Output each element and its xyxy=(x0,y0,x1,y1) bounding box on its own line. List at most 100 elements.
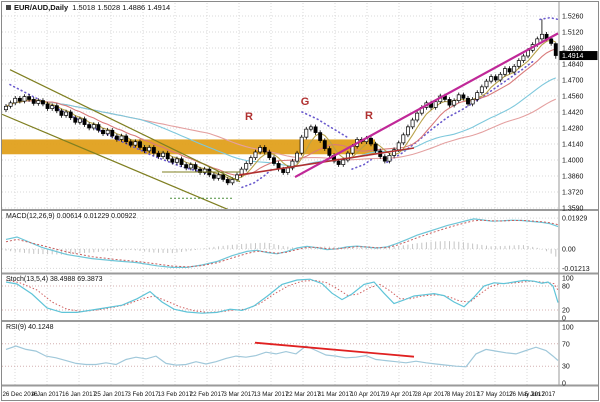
candle-bearish xyxy=(549,38,554,44)
candle-bearish xyxy=(461,94,466,99)
price-tick-label: 1.3720 xyxy=(562,190,584,197)
candle-bullish xyxy=(295,152,300,162)
rsi-tick-label: 30 xyxy=(562,364,570,371)
candle-bullish xyxy=(77,118,82,123)
trendlines xyxy=(2,32,559,211)
stoch-indicator-label: Stoch(13,5,4) 38.4988 69.3873 xyxy=(6,276,103,283)
candle-bearish xyxy=(193,164,198,170)
candle-bullish xyxy=(13,97,18,104)
candle-bearish xyxy=(82,118,87,125)
candle-bullish xyxy=(516,60,521,67)
candle-bearish xyxy=(124,135,129,143)
grid xyxy=(2,3,560,385)
candle-bullish xyxy=(235,174,239,180)
candle-bullish xyxy=(392,149,397,156)
candle-bullish xyxy=(253,151,258,159)
candle-bearish xyxy=(165,152,170,160)
rsi-panel[interactable] xyxy=(2,341,559,368)
candle-bullish xyxy=(285,167,290,173)
rsi-line xyxy=(5,345,559,368)
stoch-tick-label: 80 xyxy=(562,284,570,291)
sar-segment xyxy=(241,168,273,189)
panel-dividers xyxy=(2,2,598,387)
macd-panel[interactable] xyxy=(2,217,559,269)
stoch-panel[interactable] xyxy=(2,278,559,314)
candle-bullish xyxy=(512,65,517,73)
candle-bullish xyxy=(341,159,346,165)
candle-bullish xyxy=(64,111,69,116)
price-tick-label: 1.4280 xyxy=(562,126,584,133)
date-tick-label: 26 Dec 2016 xyxy=(2,391,38,398)
candle-bearish xyxy=(31,99,36,104)
price-tick-label: 1.4700 xyxy=(562,78,584,85)
candle-bullish xyxy=(174,158,179,163)
chart-title: EUR/AUD,Daily 1.5018 1.5028 1.4886 1.4914 xyxy=(6,4,170,12)
macd-indicator-label: MACD(12,26,9) 0.00614 0.01229 0.00922 xyxy=(6,213,137,220)
price-tick-label: 1.3860 xyxy=(562,174,584,181)
candle-bearish xyxy=(318,132,323,141)
channel-upper[interactable] xyxy=(9,69,241,183)
candle-bearish xyxy=(313,126,318,133)
chart-symbol-icon xyxy=(6,5,11,10)
date-tick-label: 5 Jun 2017 xyxy=(525,391,556,398)
price-tick-label: 1.4840 xyxy=(562,62,584,69)
price-axis[interactable]: 1.5260 1.5120 1.4980 1.4840 1.4700 1.4560 1.44… xyxy=(559,14,598,388)
candle-bearish xyxy=(170,158,175,163)
macd-tick-label: 0.00 xyxy=(562,247,576,254)
candle-bearish xyxy=(211,174,216,179)
candle-bearish xyxy=(507,68,512,73)
candle-bullish xyxy=(456,94,461,101)
channel-lower[interactable] xyxy=(2,113,231,211)
candle-bullish xyxy=(503,68,507,75)
stoch-tick-label: 100 xyxy=(562,276,574,283)
date-tick-label: 31 Mar 2017 xyxy=(318,391,353,398)
candlesticks[interactable] xyxy=(4,19,558,186)
candle-bearish xyxy=(142,147,147,152)
candle-bearish xyxy=(322,140,327,149)
candle-bullish xyxy=(22,96,27,102)
uptrend-magenta[interactable] xyxy=(294,32,559,178)
neckline-red[interactable] xyxy=(238,147,415,176)
candle-bearish xyxy=(41,100,45,105)
candle-bearish xyxy=(493,76,498,81)
sar-segment xyxy=(301,111,348,138)
candle-bullish xyxy=(401,134,406,144)
candle-bearish xyxy=(87,124,92,129)
rsi-indicator-label: RSI(9) 40.1248 xyxy=(6,324,54,331)
candle-bullish xyxy=(410,119,415,128)
ohlc-values: 1.5018 1.5028 1.4886 1.4914 xyxy=(72,3,171,12)
price-tick-label: 1.4140 xyxy=(562,142,584,149)
candle-bearish xyxy=(179,158,184,165)
candle-bullish xyxy=(230,179,235,184)
date-tick-label: 17 May 2017 xyxy=(477,391,513,398)
candle-bullish xyxy=(304,128,309,138)
candle-bullish xyxy=(415,112,420,121)
candle-bearish xyxy=(198,168,202,173)
candle-bullish xyxy=(484,80,489,88)
candle-bearish xyxy=(27,96,32,100)
moving-averages xyxy=(5,39,557,180)
current-price-tag xyxy=(559,51,598,61)
date-tick-label: 22 Mar 2017 xyxy=(286,391,321,398)
macd-tick-label: 0.01929 xyxy=(562,216,587,223)
price-tick-label: 1.4980 xyxy=(562,46,584,53)
annotation-letter: G xyxy=(301,96,310,108)
stoch-d-line xyxy=(5,279,559,313)
candle-bearish xyxy=(59,110,64,116)
candle-bullish xyxy=(498,73,503,81)
candle-bearish xyxy=(114,135,119,140)
macd-tick-label: -0.01213 xyxy=(562,266,590,273)
stoch-tick-label: 0 xyxy=(562,316,566,323)
sar-segment xyxy=(351,156,375,170)
rsi-trendline[interactable] xyxy=(254,341,415,358)
candle-bearish xyxy=(156,152,161,157)
candle-bearish xyxy=(128,141,133,146)
candle-bullish xyxy=(188,164,193,169)
candle-bearish xyxy=(327,148,332,156)
current-price-value: 1.4914 xyxy=(562,53,584,60)
candle-bearish xyxy=(184,164,189,169)
sar-segment xyxy=(539,16,559,21)
date-tick-label: 10 Apr 2017 xyxy=(350,391,384,398)
